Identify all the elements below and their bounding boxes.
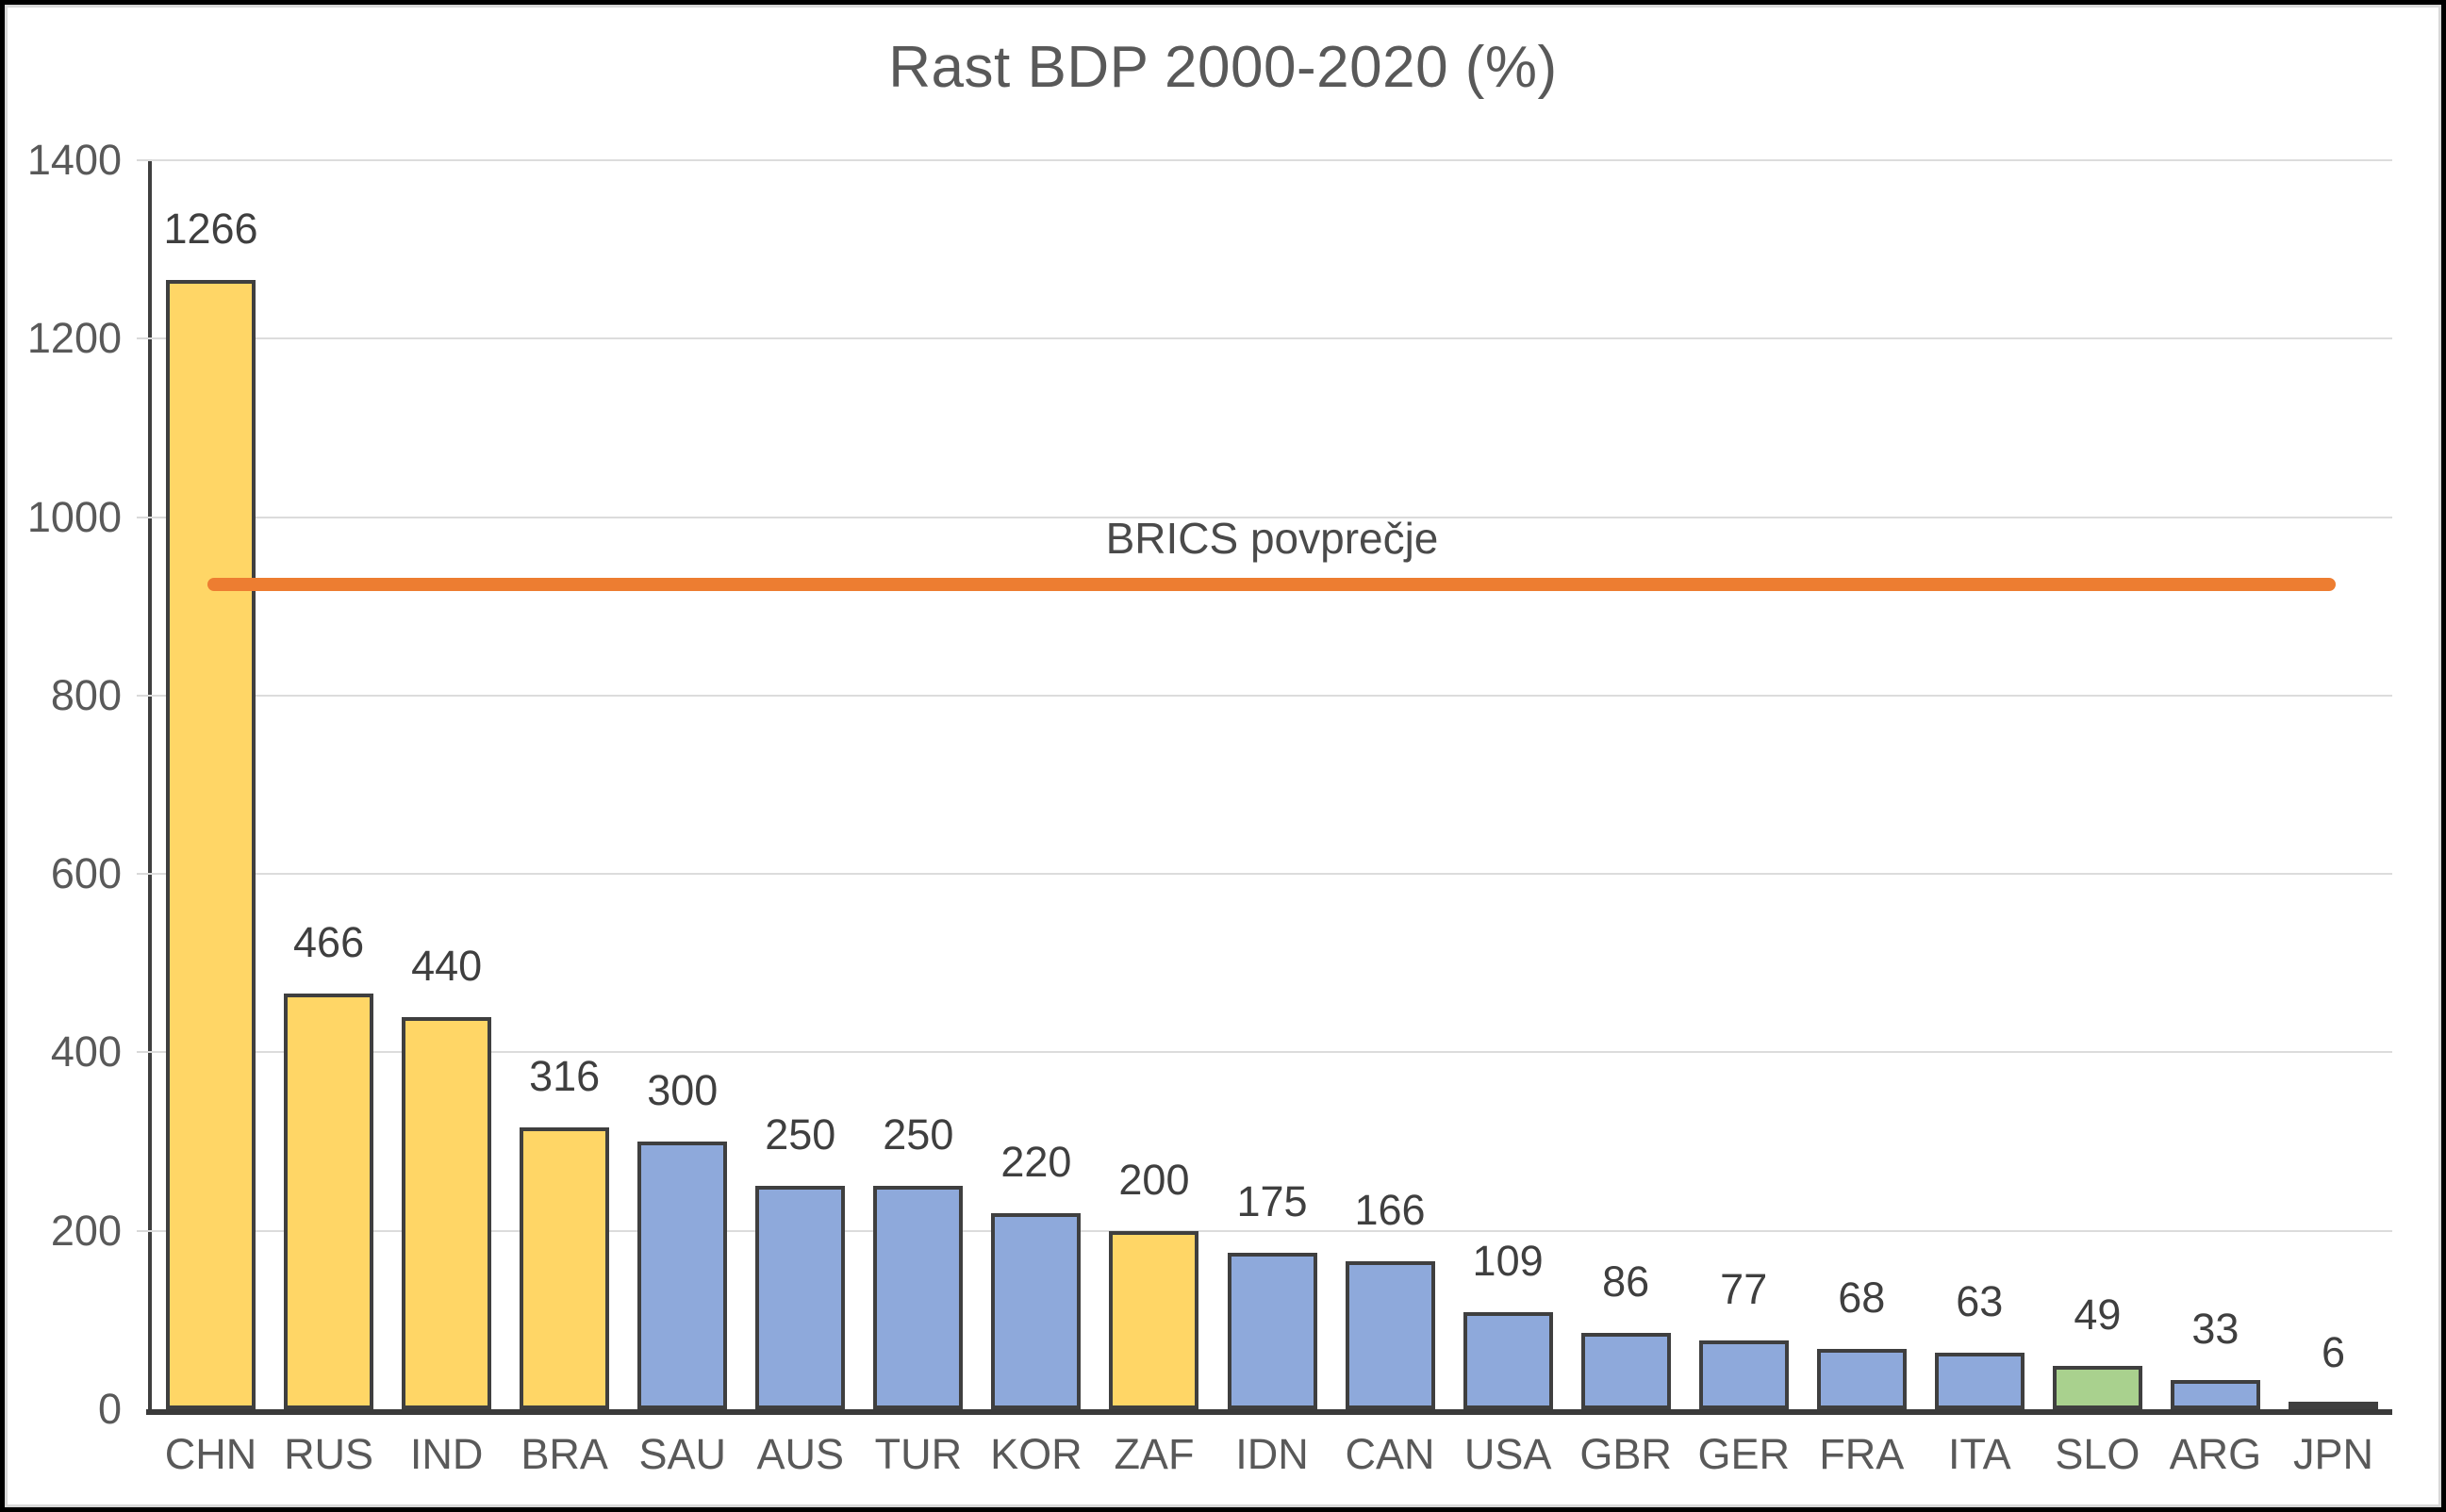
y-tick-mark	[137, 1229, 152, 1232]
y-axis-tick-label: 600	[50, 849, 122, 898]
x-axis-category-label: ARG	[2169, 1430, 2262, 1478]
x-axis-category-label: ZAF	[1114, 1430, 1195, 1478]
bar-value-label: 440	[411, 941, 483, 990]
x-axis-category-label: IND	[409, 1430, 484, 1478]
bar-value-label: 166	[1354, 1185, 1426, 1234]
bar-value-label: 6	[2321, 1328, 2345, 1377]
gridline	[152, 159, 2392, 161]
gridline	[152, 873, 2392, 876]
bar-can	[1345, 1260, 1435, 1409]
y-axis-tick-label: 400	[50, 1027, 122, 1076]
bar-chn	[166, 279, 256, 1409]
bar-bra	[520, 1126, 610, 1409]
gridline	[152, 1229, 2392, 1232]
bar-fra	[1816, 1348, 1907, 1409]
y-tick-mark	[137, 516, 152, 518]
chart-title: Rast BDP 2000-2020 (%)	[888, 35, 1558, 100]
bar-kor	[991, 1212, 1082, 1409]
x-axis-category-label: TUR	[874, 1430, 963, 1478]
bar-value-label: 250	[883, 1110, 954, 1159]
bar-value-label: 200	[1118, 1155, 1190, 1204]
x-axis-category-label: AUS	[756, 1430, 845, 1478]
x-axis-category-label: ITA	[1947, 1430, 2011, 1478]
bar-value-label: 175	[1236, 1177, 1308, 1226]
bar-value-label: 250	[765, 1110, 836, 1159]
gridline	[152, 1051, 2392, 1054]
bar-zaf	[1109, 1230, 1199, 1409]
bar-value-label: 300	[647, 1066, 719, 1115]
plot-area: 0 200 400 600 800 1000 1200 1400 1266 CHN 466 RUS 44…	[27, 136, 2392, 1478]
y-axis-tick-label: 0	[97, 1385, 122, 1433]
bar-sau	[637, 1142, 728, 1409]
bar-idn	[1227, 1253, 1317, 1409]
bar-value-label: 49	[2074, 1290, 2122, 1339]
bar-rus	[284, 993, 374, 1409]
bar-value-label: 86	[1602, 1257, 1650, 1306]
x-axis-line	[146, 1409, 2392, 1415]
bar-ita	[1934, 1353, 2025, 1409]
bar-arg	[2170, 1379, 2260, 1409]
y-tick-mark	[137, 873, 152, 876]
x-axis-category-label: GER	[1697, 1430, 1790, 1478]
x-axis-category-label: SLO	[2055, 1430, 2140, 1478]
bar-value-label: 109	[1472, 1236, 1544, 1285]
bar-gbr	[1580, 1332, 1671, 1409]
bar-slo	[2052, 1365, 2142, 1409]
bar-value-label: 63	[1956, 1277, 2004, 1326]
bar-jpn	[2288, 1402, 2378, 1409]
y-axis-tick-label: 200	[50, 1206, 122, 1255]
bar-aus	[755, 1186, 846, 1409]
x-axis-category-label: JPN	[2292, 1430, 2373, 1478]
x-axis-category-label: BRA	[521, 1430, 608, 1478]
x-axis-category-label: RUS	[284, 1430, 374, 1478]
x-axis-category-label: CHN	[164, 1430, 257, 1478]
y-tick-mark	[137, 337, 152, 340]
bar-ger	[1698, 1340, 1789, 1409]
x-axis-category-label: IDN	[1235, 1430, 1309, 1478]
y-axis-tick-label: 1400	[26, 136, 122, 184]
bar-value-label: 220	[1000, 1137, 1072, 1186]
bar-tur	[873, 1186, 964, 1409]
x-axis-category-label: FRA	[1819, 1430, 1905, 1478]
x-axis-category-label: SAU	[638, 1430, 726, 1478]
x-axis-category-label: CAN	[1345, 1430, 1435, 1478]
y-axis-tick-label: 1000	[26, 492, 122, 541]
bar-value-label: 68	[1838, 1273, 1886, 1322]
bar-ind	[402, 1016, 492, 1409]
brics-average-label: BRICS povprečje	[1105, 513, 1439, 563]
y-tick-mark	[137, 694, 152, 697]
bar-usa	[1463, 1311, 1553, 1409]
brics-average-line	[207, 577, 2336, 591]
gridline	[152, 337, 2392, 340]
x-axis-category-label: USA	[1463, 1430, 1552, 1478]
y-axis-tick-label: 1200	[26, 314, 122, 363]
bar-value-label: 466	[293, 917, 365, 966]
gridline	[152, 694, 2392, 697]
y-tick-mark	[137, 1051, 152, 1054]
y-axis-line	[148, 160, 152, 1413]
bar-value-label: 77	[1720, 1265, 1768, 1314]
bar-value-label: 1266	[163, 204, 258, 253]
y-tick-mark	[137, 159, 152, 161]
bar-value-label: 316	[529, 1051, 601, 1100]
x-axis-category-label: GBR	[1579, 1430, 1672, 1478]
gridline	[152, 516, 2392, 518]
y-axis-tick-label: 800	[50, 670, 122, 719]
bar-value-label: 33	[2191, 1304, 2239, 1353]
x-axis-category-label: KOR	[990, 1430, 1083, 1478]
